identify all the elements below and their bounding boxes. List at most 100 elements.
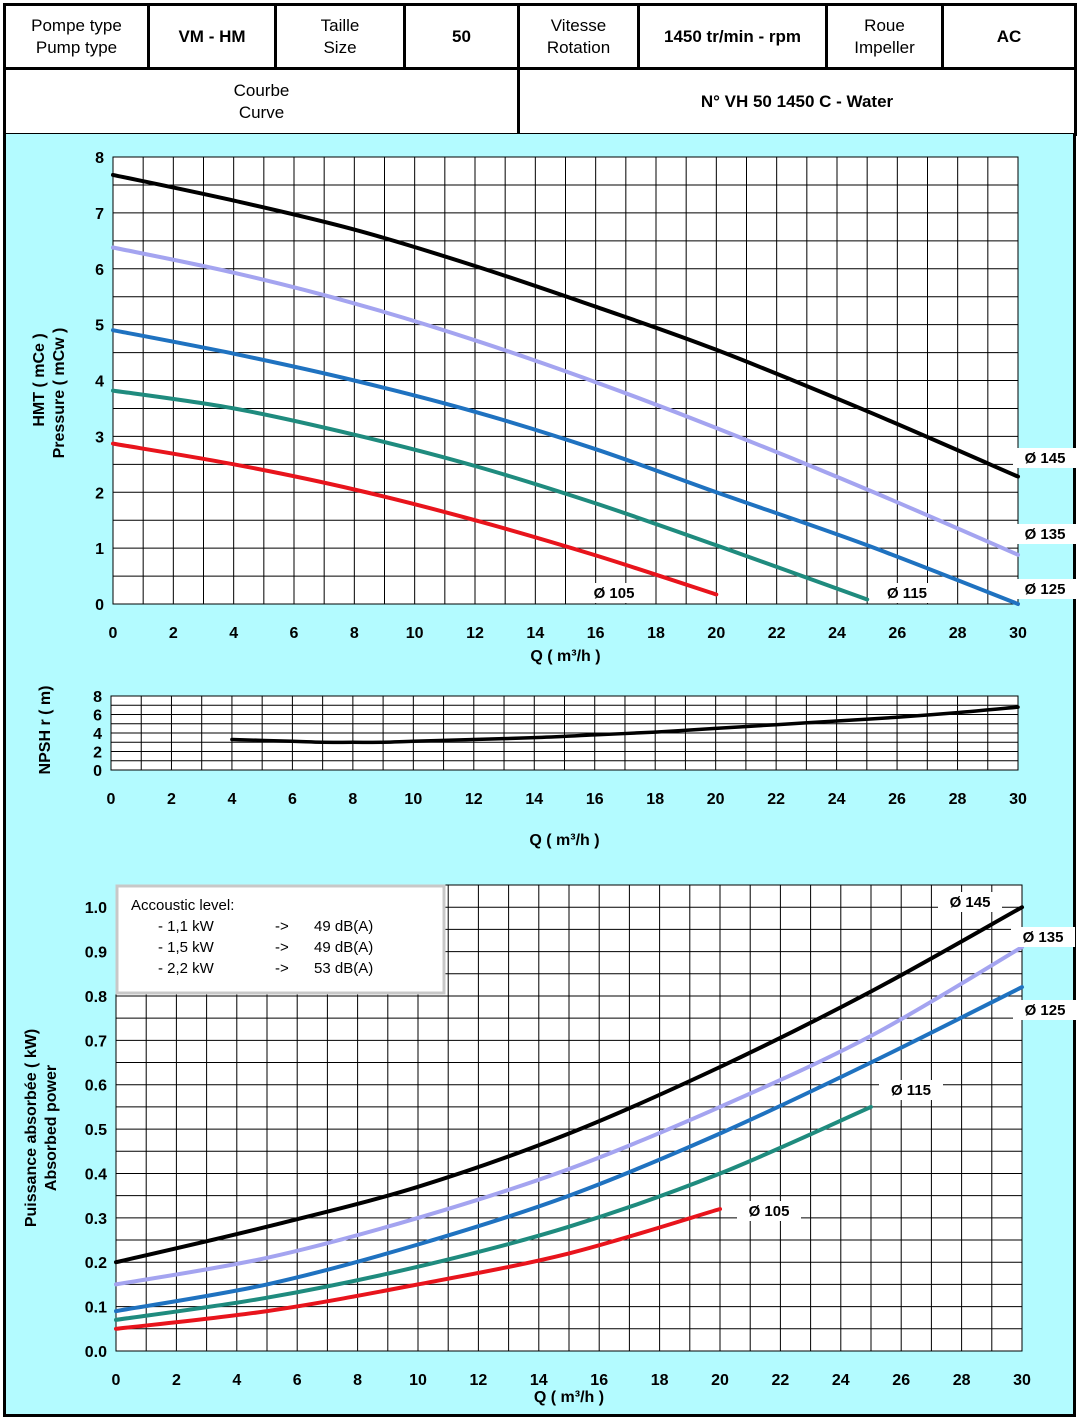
power-series-label: Ø 145 <box>950 894 991 911</box>
head-ytick-label: 8 <box>95 150 104 167</box>
head-xtick-label: 22 <box>768 625 786 642</box>
head-xtick-label: 24 <box>828 625 846 642</box>
npsh-ytick-label: 8 <box>93 689 102 706</box>
curve-value-cell: N° VH 50 1450 C - Water <box>517 67 1077 136</box>
head-label-bg <box>1013 524 1077 544</box>
acoustic-level: 49 dB(A) <box>314 918 373 935</box>
head-series-105 <box>111 441 719 597</box>
curve-number: N° VH 50 1450 C - Water <box>700 91 894 111</box>
power-label-bg <box>879 1080 943 1100</box>
head-series-135 <box>111 245 1020 557</box>
power-xtick-label: 6 <box>293 1372 302 1389</box>
head-ylabel: Pressure ( mCw ) <box>51 328 68 459</box>
power-xtick-label: 2 <box>172 1372 181 1389</box>
power-series-105 <box>114 1207 722 1331</box>
header-table: Pompe type Pump type VM - HM Taille Size 5… <box>0 0 1080 136</box>
npsh-xtick-label: 30 <box>1009 791 1027 808</box>
head-ytick-label: 0 <box>95 597 104 614</box>
head-xtick-label: 6 <box>290 625 299 642</box>
head-grid <box>112 156 1019 605</box>
power-xlabel: Q ( m³/h ) <box>534 1389 604 1406</box>
acoustic-power: - 2,2 kW <box>158 960 215 977</box>
power-series-label: Ø 115 <box>891 1082 931 1099</box>
head-xtick-label: 0 <box>109 625 118 642</box>
speed-label-fr: Vitesse <box>550 15 607 35</box>
head-xtick-label: 30 <box>1009 625 1027 642</box>
power-xtick-label: 22 <box>772 1372 790 1389</box>
power-xtick-label: 8 <box>353 1372 362 1389</box>
npsh-ytick-label: 4 <box>93 726 102 743</box>
acoustic-arrow: -> <box>275 960 289 977</box>
power-ytick-label: 0.9 <box>85 945 107 962</box>
acoustic-arrow: -> <box>275 918 289 935</box>
acoustic-box-frame <box>115 884 446 995</box>
acoustic-title: Accoustic level: <box>131 897 234 914</box>
head-series-label: Ø 135 <box>1025 526 1066 543</box>
head-ytick-label: 3 <box>95 429 104 446</box>
power-label-bg <box>737 1201 801 1221</box>
head-label-bg <box>1013 579 1077 599</box>
speed-label-en: Rotation <box>546 37 611 57</box>
impeller-label-en: Impeller <box>854 37 915 57</box>
power-ylabel: Puissance absorbée ( kW) <box>23 1029 40 1227</box>
power-ytick-label: 0.3 <box>85 1211 107 1228</box>
npsh-xtick-label: 4 <box>227 791 236 808</box>
speed-label-cell: Vitesse Rotation <box>517 3 640 70</box>
npsh-xtick-label: 18 <box>646 791 664 808</box>
head-series-label: Ø 145 <box>1025 450 1066 467</box>
npsh-series-npsh-line <box>230 705 1020 745</box>
head-xtick-label: 18 <box>647 625 665 642</box>
power-xtick-label: 4 <box>232 1372 241 1389</box>
power-xtick-label: 12 <box>470 1372 488 1389</box>
size-value: 50 <box>452 26 471 46</box>
head-xtick-label: 26 <box>888 625 906 642</box>
power-xtick-label: 10 <box>409 1372 427 1389</box>
power-ylabel: Absorbed power <box>43 1065 60 1191</box>
power-label-bg <box>1013 1000 1077 1020</box>
head-xtick-label: 10 <box>406 625 424 642</box>
power-ytick-label: 0.5 <box>85 1122 107 1139</box>
head-xtick-label: 12 <box>466 625 484 642</box>
power-series-label: Ø 105 <box>749 1203 790 1220</box>
head-ytick-label: 7 <box>95 206 104 223</box>
power-series-135 <box>114 945 1024 1287</box>
size-value-cell: 50 <box>403 3 520 70</box>
npsh-xtick-label: 22 <box>767 791 785 808</box>
power-xtick-label: 16 <box>590 1372 608 1389</box>
power-ytick-label: 0.6 <box>85 1078 107 1095</box>
pump-type-label-fr: Pompe type <box>31 15 122 35</box>
head-xtick-label: 8 <box>350 625 359 642</box>
power-label-bg <box>1011 927 1075 947</box>
power-ytick-label: 0.0 <box>85 1344 107 1361</box>
head-label-bg <box>582 583 646 603</box>
pump-type-label-cell: Pompe type Pump type <box>3 3 150 70</box>
head-ytick-label: 6 <box>95 262 104 279</box>
head-series-145 <box>111 172 1020 479</box>
power-series-115 <box>114 1104 873 1322</box>
curve-label-fr: Courbe <box>233 80 290 100</box>
acoustic-power: - 1,1 kW <box>158 918 215 935</box>
power-ytick-label: 0.1 <box>85 1300 107 1317</box>
power-series-145 <box>114 905 1024 1265</box>
npsh-ytick-label: 6 <box>93 708 102 725</box>
npsh-xtick-label: 2 <box>167 791 176 808</box>
acoustic-arrow: -> <box>275 939 289 956</box>
head-xtick-label: 14 <box>526 625 544 642</box>
npsh-xtick-label: 14 <box>525 791 543 808</box>
power-xtick-label: 0 <box>112 1372 121 1389</box>
head-ytick-label: 2 <box>95 485 104 502</box>
head-xtick-label: 28 <box>949 625 967 642</box>
npsh-xtick-label: 8 <box>348 791 357 808</box>
power-xtick-label: 20 <box>711 1372 729 1389</box>
head-label-bg <box>875 583 939 603</box>
head-xtick-label: 16 <box>587 625 605 642</box>
head-series-125 <box>111 328 1020 606</box>
size-label-en: Size <box>323 37 357 57</box>
head-ytick-label: 4 <box>95 374 104 391</box>
head-label-bg <box>1013 448 1077 468</box>
npsh-xtick-label: 6 <box>288 791 297 808</box>
npsh-xtick-label: 26 <box>888 791 906 808</box>
pump-type-value: VM - HM <box>178 26 246 46</box>
